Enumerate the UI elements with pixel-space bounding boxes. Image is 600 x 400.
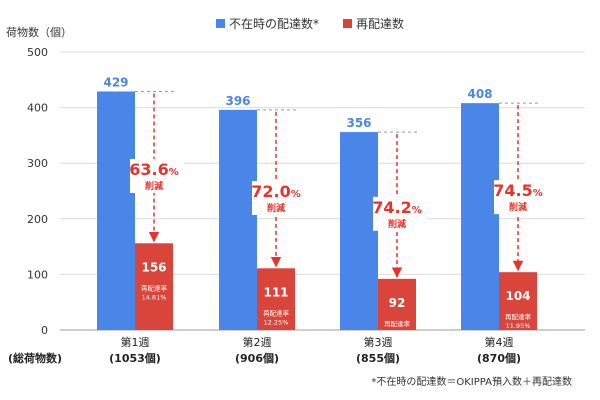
bar-redelivery: [378, 278, 416, 330]
reduction-unit: %: [291, 189, 301, 200]
category-total: (870個): [477, 351, 521, 365]
y-tick-label: 400: [27, 102, 48, 115]
reduction-unit: %: [412, 205, 422, 216]
bar-absent-value: 356: [346, 116, 371, 130]
reduction-number: 72.0: [251, 182, 290, 201]
reduction-label-bg: [373, 196, 427, 231]
category-label: 第2週: [243, 335, 272, 349]
bar-absent-value: 429: [103, 75, 128, 89]
bar-absent: [340, 132, 378, 330]
category-label: 第4週: [485, 335, 514, 349]
reduction-unit: %: [169, 167, 179, 178]
reduction-percent: 74.5%: [493, 181, 543, 200]
y-axis-label: 荷物数（個）: [6, 25, 72, 39]
reduction-percent: 72.0%: [251, 182, 301, 201]
redelivery-rate-value: 14.81%: [142, 293, 167, 301]
reduction-percent: 74.2%: [372, 198, 422, 217]
redelivery-rate-value: 12.25%: [264, 318, 289, 326]
y-tick-label: 200: [27, 213, 48, 226]
reduction-label: 削減: [509, 201, 527, 213]
bar-absent: [97, 91, 135, 330]
reduction-unit: %: [533, 188, 543, 199]
redelivery-rate-value: 11.95%: [506, 322, 531, 330]
legend-swatch-redelivery: [343, 19, 352, 28]
reduction-number: 63.6: [129, 160, 168, 179]
redelivery-rate-label: 再配達率: [141, 283, 168, 292]
bar-absent-value: 408: [467, 87, 492, 101]
redelivery-rate-value: 10.76%: [385, 329, 410, 337]
bar-redelivery-value: 111: [263, 285, 288, 299]
y-tick-label: 300: [27, 157, 48, 170]
category-total: (855個): [356, 351, 400, 365]
bar-redelivery: [135, 243, 173, 330]
reduction-label-bg: [130, 158, 184, 193]
bar-absent-value: 396: [225, 94, 250, 108]
category-label: 第1週: [121, 335, 150, 349]
reduction-label: 削減: [267, 202, 285, 214]
bar-redelivery: [257, 268, 295, 330]
legend-label-redelivery: 再配達数: [356, 16, 404, 31]
category-label: 第3週: [364, 335, 393, 349]
redelivery-rate-label: 再配達率: [384, 319, 411, 328]
category-total: (906個): [235, 351, 279, 365]
reduction-label: 削減: [388, 218, 406, 230]
bar-redelivery-value: 156: [141, 260, 166, 274]
reduction-label-bg: [494, 180, 548, 215]
bar-redelivery-value: 104: [505, 289, 530, 303]
reduction-number: 74.2: [372, 198, 411, 217]
reduction-label-bg: [252, 180, 306, 215]
category-total: (1053個): [109, 351, 161, 365]
legend-label-absent: 不在時の配達数*: [229, 16, 319, 31]
y-tick-label: 100: [27, 268, 48, 281]
bar-absent: [219, 109, 257, 330]
bar-absent: [461, 103, 499, 330]
y-tick-label: 0: [41, 324, 48, 337]
legend-swatch-absent: [216, 19, 225, 28]
bar-redelivery: [499, 272, 537, 330]
reduction-percent: 63.6%: [129, 160, 179, 179]
redelivery-rate-label: 再配達率: [505, 312, 532, 321]
totals-caption: (総荷物数): [8, 351, 62, 365]
redelivery-rate-label: 再配達率: [263, 308, 290, 317]
reduction-number: 74.5: [493, 181, 532, 200]
bar-redelivery-value: 92: [389, 296, 406, 310]
footnote: *不在時の配達数＝OKIPPA預入数＋再配達数: [371, 375, 572, 388]
y-tick-label: 500: [27, 46, 48, 59]
reduction-label: 削減: [145, 180, 163, 192]
